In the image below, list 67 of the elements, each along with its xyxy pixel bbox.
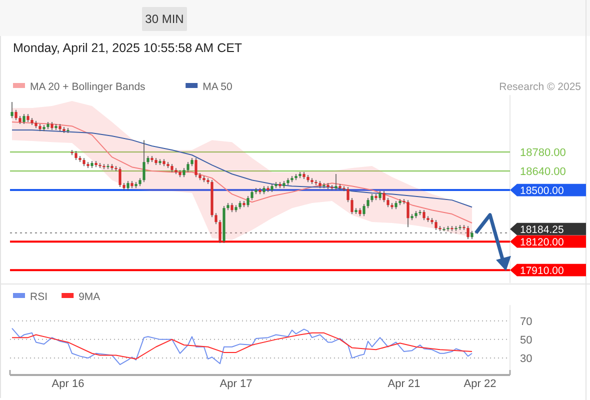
text: Monday, April 21, 2025 10:55:58 AM CET <box>13 41 242 55</box>
text: Research © 2025 <box>499 81 582 93</box>
candlestick <box>102 164 106 170</box>
y-tick-label: 18184.25 <box>520 224 564 236</box>
x-tick-label: Apr 21 <box>388 378 420 390</box>
candlestick <box>314 180 318 186</box>
candlestick <box>334 174 338 191</box>
candlestick <box>402 198 406 205</box>
x-tick-label: Apr 16 <box>52 378 84 390</box>
chart-subtitle: 30 MIN <box>145 12 184 26</box>
candlestick <box>418 210 422 216</box>
candlestick <box>246 196 250 208</box>
candlestick <box>106 164 110 170</box>
legend-label: MA 20 + Bollinger Bands <box>30 81 146 93</box>
candlestick <box>406 200 410 228</box>
candlestick <box>438 226 442 232</box>
candlestick <box>118 166 122 188</box>
y-tick-label: 18500.00 <box>520 184 564 197</box>
y-tick-label: 18780.00 <box>520 147 566 160</box>
candlestick <box>366 198 370 208</box>
candlestick <box>382 190 386 202</box>
candlestick <box>66 128 70 134</box>
y-tick-label: 30 <box>520 353 532 366</box>
y-tick-label: 70 <box>520 316 532 328</box>
candlestick <box>434 220 438 230</box>
legend-label: RSI <box>30 291 48 303</box>
line-series <box>12 130 472 208</box>
y-tick-label: 50 <box>520 334 532 346</box>
candlestick <box>194 158 198 178</box>
candlestick <box>250 190 254 200</box>
legend-label: 9MA <box>78 291 100 303</box>
candlestick <box>14 110 18 121</box>
candlestick <box>454 226 458 232</box>
candlestick <box>126 180 130 191</box>
candlestick <box>70 150 74 156</box>
candlestick <box>362 204 366 216</box>
candlestick <box>378 190 382 200</box>
candlestick <box>462 224 466 230</box>
candlestick <box>450 226 454 232</box>
legend-label: MA 50 <box>202 81 233 93</box>
candlestick <box>386 198 390 208</box>
y-tick-label: 18120.00 <box>520 236 564 248</box>
candlestick <box>10 102 14 118</box>
candlestick <box>342 186 346 192</box>
candlestick <box>230 202 234 213</box>
candlestick <box>98 162 102 168</box>
y-tick-label: 17910.00 <box>520 264 564 277</box>
candlestick <box>214 212 218 224</box>
candlestick <box>350 198 354 214</box>
candlestick <box>422 210 426 221</box>
candlestick <box>114 166 118 172</box>
candlestick <box>182 168 186 178</box>
candlestick <box>322 182 326 189</box>
x-tick-label: Apr 17 <box>220 378 252 390</box>
candlestick <box>466 226 470 240</box>
candlestick <box>22 114 26 124</box>
y-tick-label: 18640.00 <box>520 166 566 178</box>
line-series <box>12 332 472 360</box>
candlestick <box>346 186 350 202</box>
candlestick <box>186 162 190 172</box>
candlestick <box>330 184 334 191</box>
x-tick-label: Apr 22 <box>464 378 496 390</box>
candlestick <box>218 220 222 244</box>
candlestick <box>142 140 146 183</box>
candlestick <box>458 224 462 230</box>
line-series <box>12 328 472 366</box>
candlestick <box>446 226 450 232</box>
